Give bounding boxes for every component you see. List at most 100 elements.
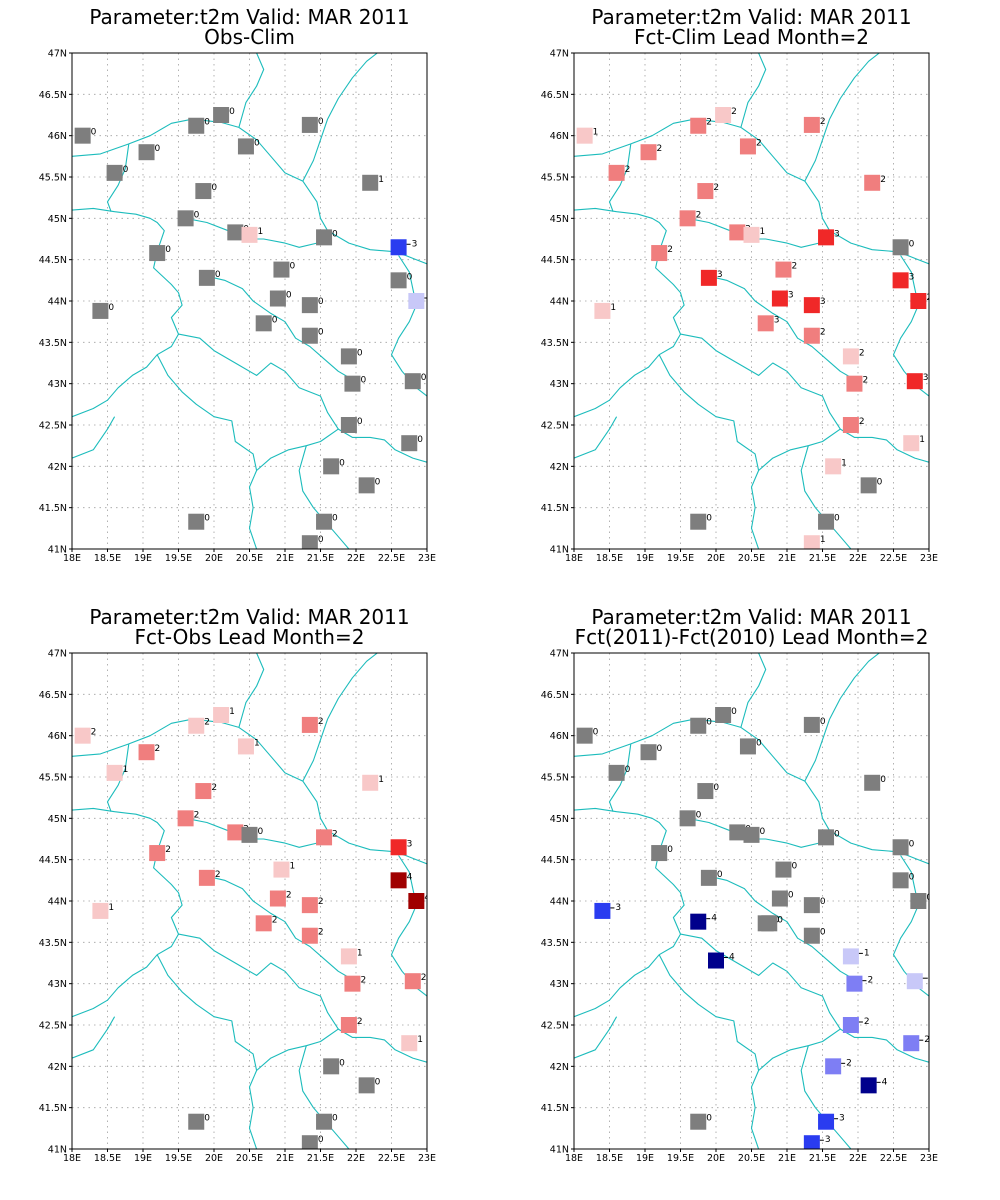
station-marker bbox=[301, 716, 318, 733]
station-marker bbox=[771, 290, 788, 307]
x-axis: 18E 18.5E 19E 19.5E 20E 20.5E 21E 21.5E 22E 22.5E… bbox=[63, 549, 436, 564]
station-marker bbox=[846, 975, 863, 992]
station-value-label: 2 bbox=[204, 718, 210, 728]
y-tick-label: 44.5N bbox=[541, 255, 569, 266]
y-tick-label: 43.5N bbox=[39, 938, 67, 949]
station-marker bbox=[237, 738, 254, 755]
station-marker bbox=[344, 375, 361, 392]
station-value-label: 0 bbox=[791, 862, 797, 872]
station-value-label: 2 bbox=[625, 165, 631, 175]
station-marker bbox=[149, 245, 166, 262]
station-value-label: 4 bbox=[882, 1077, 888, 1087]
station-marker bbox=[803, 327, 820, 344]
station-marker bbox=[818, 229, 835, 246]
x-tick-label: 18E bbox=[63, 553, 81, 564]
station-marker bbox=[404, 373, 421, 390]
station-value-label: 3 bbox=[788, 291, 794, 301]
station-marker bbox=[213, 107, 230, 123]
station-marker bbox=[227, 824, 244, 841]
station-value-label: 0 bbox=[165, 245, 171, 255]
station-marker bbox=[842, 948, 859, 965]
x-tick-label: 19E bbox=[134, 1153, 152, 1164]
station-marker bbox=[362, 174, 379, 191]
station-value-label: 0 bbox=[625, 765, 631, 775]
station-marker bbox=[241, 226, 258, 243]
station-value-label: 0 bbox=[909, 239, 915, 249]
station-marker bbox=[608, 764, 625, 781]
station-value-label: 2 bbox=[215, 870, 221, 880]
station-marker bbox=[892, 839, 909, 856]
x-tick-label: 20E bbox=[707, 553, 725, 564]
x-tick-label: 19E bbox=[636, 553, 654, 564]
station-value-label: 1 bbox=[820, 535, 826, 545]
station-marker bbox=[803, 1135, 820, 1149]
station-value-label: 1 bbox=[378, 175, 384, 185]
station-value-label: 2 bbox=[318, 897, 324, 907]
station-marker bbox=[594, 902, 611, 919]
station-value-label: 3 bbox=[834, 229, 840, 239]
x-tick-label: 21E bbox=[276, 1153, 294, 1164]
station-value-label: 2 bbox=[155, 744, 161, 754]
y-tick-label: 43N bbox=[550, 979, 569, 990]
station-marker bbox=[92, 902, 109, 919]
y-tick-label: 45N bbox=[550, 814, 569, 825]
station-value-label: 0 bbox=[194, 210, 200, 220]
station-marker bbox=[825, 458, 842, 475]
x-tick-label: 18.5E bbox=[94, 553, 121, 564]
station-value-label: 2 bbox=[864, 1017, 870, 1027]
y-tick-label: 45.5N bbox=[541, 173, 569, 184]
y-tick-label: 46N bbox=[48, 731, 67, 742]
station-marker bbox=[892, 872, 909, 889]
x-tick-label: 18.5E bbox=[596, 1153, 623, 1164]
stations: 000000000000000000000003122224033440 bbox=[576, 707, 929, 1149]
panel-title: Parameter:t2m Valid: MAR 2011 bbox=[591, 605, 911, 629]
station-marker bbox=[362, 774, 379, 791]
station-marker bbox=[864, 174, 881, 191]
station-value-label: 3 bbox=[820, 297, 826, 307]
station-value-label: 0 bbox=[731, 707, 737, 717]
station-value-label: 2 bbox=[926, 293, 932, 303]
station-value-label: 0 bbox=[289, 262, 295, 272]
station-marker bbox=[651, 245, 668, 262]
station-marker bbox=[803, 897, 820, 914]
station-value-label: 0 bbox=[777, 915, 783, 925]
station-marker bbox=[323, 1058, 340, 1075]
station-marker bbox=[775, 261, 792, 278]
station-marker bbox=[576, 727, 593, 744]
station-value-label: 0 bbox=[318, 297, 324, 307]
station-marker bbox=[273, 861, 290, 878]
y-tick-label: 42N bbox=[550, 462, 569, 473]
x-tick-label: 18E bbox=[565, 1153, 583, 1164]
station-marker bbox=[860, 1077, 877, 1094]
y-tick-label: 47N bbox=[48, 649, 67, 660]
panel-subtitle: Fct(2011)-Fct(2010) Lead Month=2 bbox=[575, 625, 929, 649]
station-value-label: 0 bbox=[834, 514, 840, 524]
station-value-label: 0 bbox=[318, 1135, 324, 1145]
station-marker bbox=[803, 297, 820, 314]
station-value-label: 1 bbox=[417, 1035, 423, 1045]
y-tick-label: 42N bbox=[550, 1062, 569, 1073]
station-value-label: 0 bbox=[877, 477, 883, 487]
station-marker bbox=[690, 717, 707, 734]
station-marker bbox=[842, 417, 859, 433]
station-marker bbox=[906, 373, 923, 390]
station-value-label: 0 bbox=[123, 165, 129, 175]
station-value-label: 2 bbox=[667, 245, 673, 255]
x-tick-label: 21.5E bbox=[809, 553, 836, 564]
y-axis: 41N 41.5N 42N 42.5N 43N 43.5N 44N 44.5N 45N 45.5N… bbox=[39, 649, 72, 1156]
x-tick-label: 23E bbox=[920, 553, 938, 564]
station-value-label: 3 bbox=[825, 1135, 831, 1145]
station-marker bbox=[237, 138, 254, 155]
station-value-label: 0 bbox=[91, 128, 97, 138]
station-value-label: 3 bbox=[615, 903, 621, 913]
grid bbox=[574, 53, 929, 549]
x-tick-label: 22E bbox=[849, 1153, 867, 1164]
station-value-label: 0 bbox=[332, 1114, 338, 1124]
station-marker bbox=[390, 239, 407, 256]
station-marker bbox=[177, 810, 194, 827]
y-tick-label: 46N bbox=[48, 131, 67, 142]
y-tick-label: 44.5N bbox=[39, 855, 67, 866]
station-value-label: 1 bbox=[123, 765, 129, 775]
station-value-label: 2 bbox=[657, 144, 663, 154]
